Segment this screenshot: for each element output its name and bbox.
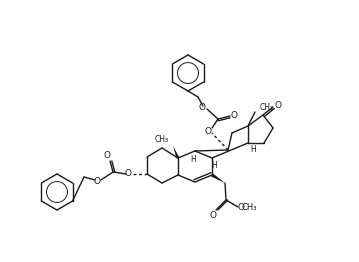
Text: O: O: [93, 177, 101, 185]
Text: O: O: [230, 111, 238, 119]
Text: CH₃: CH₃: [260, 103, 274, 112]
Polygon shape: [211, 173, 225, 183]
Text: O: O: [125, 170, 131, 178]
Text: O: O: [275, 101, 281, 111]
Text: O: O: [205, 127, 211, 135]
Text: H: H: [250, 145, 256, 155]
Text: H: H: [190, 155, 196, 163]
Polygon shape: [173, 146, 180, 159]
Text: O: O: [103, 151, 111, 161]
Text: CH₃: CH₃: [241, 204, 257, 212]
Text: H: H: [211, 161, 217, 171]
Text: O: O: [210, 210, 216, 220]
Text: CH₃: CH₃: [155, 135, 169, 145]
Text: O: O: [238, 203, 244, 211]
Text: O: O: [199, 103, 205, 112]
